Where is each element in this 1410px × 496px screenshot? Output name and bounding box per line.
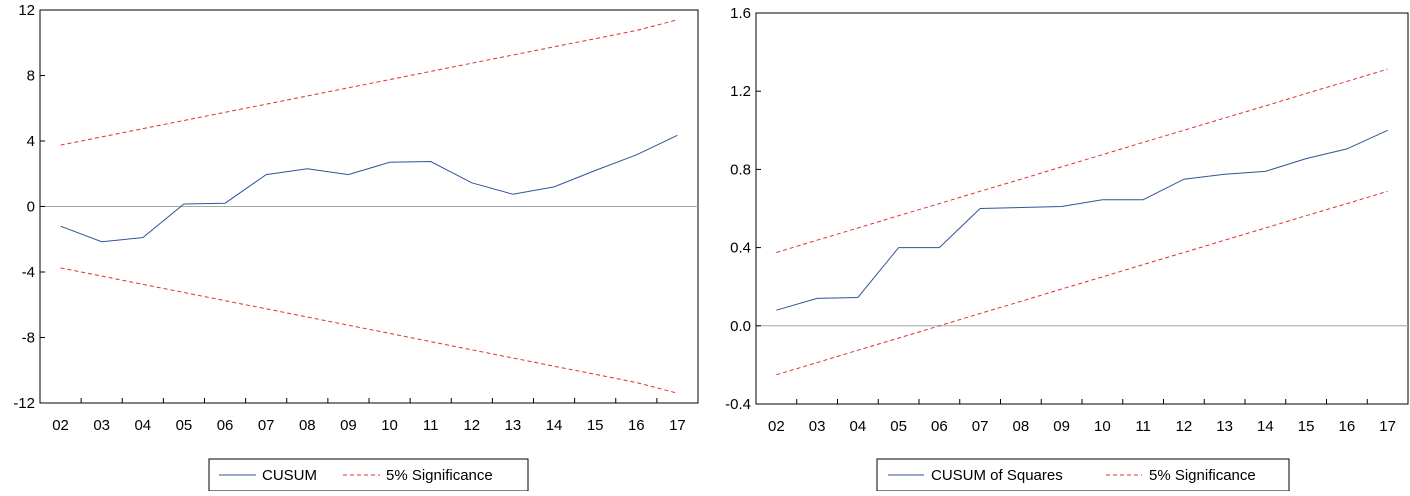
x-tick-label: 10: [381, 417, 398, 434]
x-tick-label: 16: [628, 417, 645, 434]
x-tick-label: 11: [1135, 418, 1151, 435]
x-tick-label: 17: [669, 417, 686, 434]
significance-lower-line: [60, 267, 678, 394]
x-tick-label: 17: [1379, 418, 1396, 435]
x-tick-label: 13: [505, 417, 522, 434]
y-tick-label: 0: [27, 199, 35, 216]
chart-1: 12 8 4 0 -4 -8 -12 02 03 04 05 06 07 08 09 10 11 12 13 14 15…: [13, 2, 699, 492]
y-tick-label: 12: [18, 2, 35, 19]
x-tick-label: 12: [1176, 418, 1193, 435]
x-tick-label: 14: [546, 417, 563, 434]
x-tick-label: 12: [463, 417, 480, 434]
legend-box: [208, 458, 529, 492]
x-tick-label: 07: [972, 418, 989, 435]
y-tick-label: -12: [13, 395, 35, 412]
x-tick-label: 16: [1339, 418, 1356, 435]
y-tick-label: -8: [22, 330, 35, 347]
x-tick-label: 02: [52, 417, 69, 434]
x-tick-label: 09: [1053, 418, 1070, 435]
x-tick-label: 05: [890, 418, 907, 435]
x-tick-label: 03: [809, 418, 826, 435]
series-line: [60, 134, 678, 243]
x-tick-label: 02: [768, 418, 785, 435]
x-tick-label: 06: [217, 417, 234, 434]
x-tick-label: 08: [299, 417, 316, 434]
legend-label: 5% Significance: [1149, 467, 1256, 484]
x-tick-label: 15: [587, 417, 604, 434]
y-tick-label: 0.4: [730, 240, 751, 257]
y-tick-label: 8: [27, 68, 35, 85]
x-tick-label: 14: [1257, 418, 1274, 435]
y-tick-label: -0.4: [725, 396, 751, 413]
y-tick-label: 0.8: [730, 161, 751, 178]
legend-label: 5% Significance: [386, 467, 493, 484]
y-tick-label: 1.6: [730, 5, 751, 22]
plot-frame: [755, 12, 1409, 405]
significance-upper-line: [60, 19, 678, 146]
chart-2: 1.6 1.2 0.8 0.4 0.0 -0.4 02 03 04 05 06 07 08 09 10 11 1…: [725, 5, 1409, 492]
y-tick-label: 0.0: [730, 318, 751, 335]
x-tick-label: 13: [1216, 418, 1233, 435]
x-tick-label: 07: [258, 417, 275, 434]
y-tick-label: 1.2: [730, 83, 751, 100]
x-tick-label: 15: [1298, 418, 1315, 435]
x-tick-label: 04: [134, 417, 151, 434]
significance-upper-line: [776, 68, 1388, 253]
x-tick-label: 10: [1094, 418, 1111, 435]
x-tick-label: 09: [340, 417, 357, 434]
x-tick-label: 04: [850, 418, 867, 435]
legend-label: CUSUM: [262, 467, 317, 484]
significance-lower-line: [776, 190, 1388, 376]
x-tick-label: 08: [1013, 418, 1030, 435]
y-tick-label: -4: [22, 264, 35, 281]
series-line: [776, 129, 1388, 311]
x-tick-label: 03: [93, 417, 110, 434]
x-tick-label: 11: [423, 417, 439, 434]
x-tick-label: 06: [931, 418, 948, 435]
legend-label: CUSUM of Squares: [931, 467, 1063, 484]
y-tick-label: 4: [27, 133, 35, 150]
x-tick-label: 05: [176, 417, 193, 434]
